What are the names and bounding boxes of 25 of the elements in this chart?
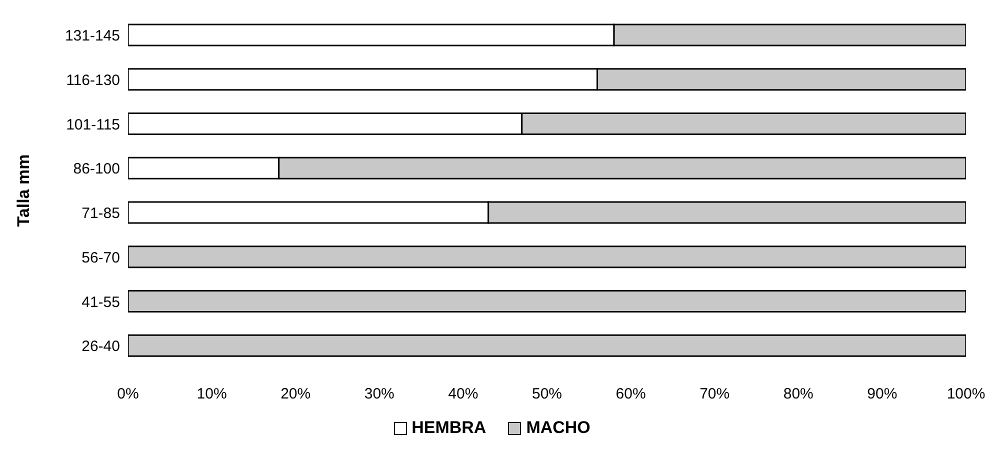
x-tick-label: 80% [783, 386, 814, 403]
y-tick-label: 116-130 [66, 72, 120, 89]
x-tick-label: 30% [364, 386, 394, 403]
y-tick-label: 26-40 [82, 338, 120, 356]
y-axis-title: Talla mm [14, 154, 34, 227]
bar [128, 334, 966, 357]
y-tick-label: 71-85 [82, 205, 120, 222]
x-tick-label: 70% [700, 386, 730, 403]
y-tick-label: 41-55 [82, 294, 120, 311]
x-tick-label: 90% [867, 386, 898, 403]
legend-label: MACHO [525, 418, 590, 438]
x-tick-label: 40% [448, 386, 478, 403]
y-tick-label: 101-115 [66, 116, 120, 134]
bar [128, 246, 966, 268]
x-tick-label: 60% [616, 386, 646, 403]
x-tick-label: 20% [280, 386, 311, 403]
x-tick-label: 100% [946, 386, 986, 403]
bar [128, 290, 966, 313]
y-tick-label: 56-70 [82, 249, 120, 266]
y-tick-label: 86-100 [73, 160, 120, 178]
x-tick-label: 10% [196, 386, 227, 403]
x-tick-label: 0% [117, 386, 139, 403]
y-tick-label: 131-145 [64, 28, 120, 45]
legend-label: HEMBRA [410, 418, 486, 438]
x-tick-label: 50% [532, 386, 562, 403]
